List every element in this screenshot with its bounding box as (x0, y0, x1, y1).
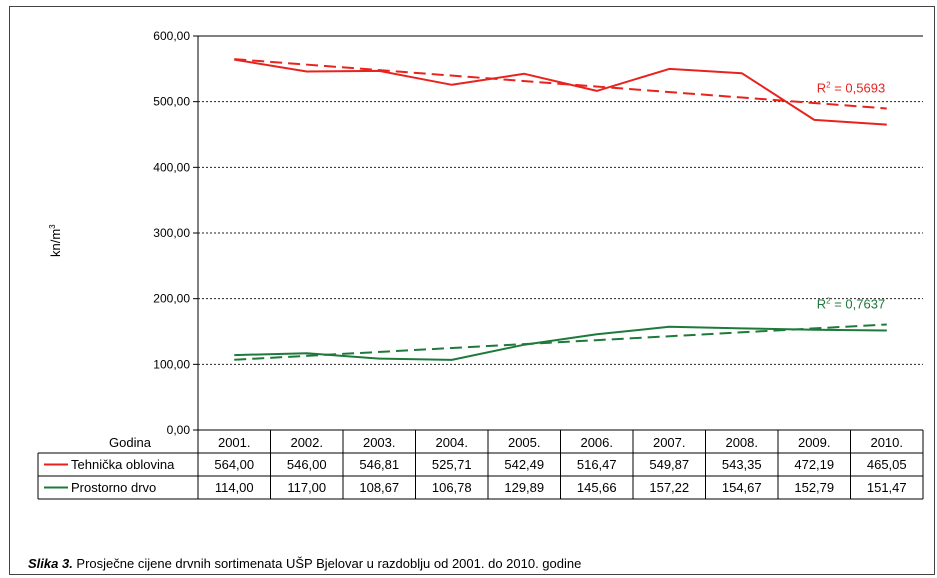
y-tick-label: 600,00 (153, 29, 190, 43)
figure-caption: Slika 3. Prosječne cijene drvnih sortime… (28, 556, 581, 571)
data-table-cell: 516,47 (577, 457, 617, 472)
data-table-cell: 157,22 (649, 480, 689, 495)
y-tick-label: 300,00 (153, 226, 190, 240)
data-table-cell: 129,89 (504, 480, 544, 495)
y-tick-label: 500,00 (153, 95, 190, 109)
y-axis-title: kn/m3 (48, 224, 63, 257)
trendline (234, 58, 887, 110)
x-tick-label: 2010. (870, 435, 903, 450)
data-table-cell: 151,47 (867, 480, 907, 495)
data-table-cell: 472,19 (794, 457, 834, 472)
data-table-cell: 546,00 (287, 457, 327, 472)
line-chart: 0,00 100,00 200,00 300,00 400,00 500,00 600,00… (37, 29, 924, 500)
data-table-cell: 542,49 (504, 457, 544, 472)
x-tick-label: 2003. (363, 435, 396, 450)
data-table-cell: 145,66 (577, 480, 617, 495)
r-squared-value: = 0,7637 (831, 296, 886, 311)
legend-label: Tehnička oblovina (71, 457, 175, 472)
data-table-cell: 564,00 (214, 457, 254, 472)
x-tick-label: 2009. (798, 435, 831, 450)
data-table-cell: 465,05 (867, 457, 907, 472)
caption-text: Prosječne cijene drvnih sortimenata UŠP … (72, 556, 582, 571)
y-tick-label: 100,00 (153, 357, 190, 371)
y-tick-label: 0,00 (167, 423, 191, 437)
y-tick-label: 200,00 (153, 292, 190, 306)
data-table-cell: 525,71 (432, 457, 472, 472)
r-squared-label: R2 = 0,7637 (817, 296, 885, 311)
x-tick-label: 2001. (218, 435, 251, 450)
chart-frame: 0,00 100,00 200,00 300,00 400,00 500,00 600,00… (9, 6, 935, 575)
r-squared-superscript: 2 (826, 296, 831, 305)
x-tick-label: 2008. (725, 435, 758, 450)
x-tick-label: 2007. (653, 435, 686, 450)
data-table-cell: 117,00 (287, 480, 326, 495)
x-tick-label: 2006. (580, 435, 613, 450)
data-table-cell: 152,79 (794, 480, 834, 495)
r-squared-value: = 0,5693 (831, 80, 886, 95)
data-table-cell: 549,87 (649, 457, 689, 472)
x-tick-label: 2004. (435, 435, 468, 450)
x-axis-title: Godina (109, 435, 152, 450)
series-line (234, 58, 887, 126)
y-tick-label: 400,00 (153, 160, 190, 174)
r-squared-label: R2 = 0,5693 (817, 80, 885, 95)
r-squared-superscript: 2 (826, 80, 831, 89)
trendline (234, 323, 887, 361)
series-line (234, 325, 887, 361)
caption-label: Slika 3. (28, 556, 73, 571)
x-tick-label: 2005. (508, 435, 541, 450)
data-table-cell: 154,67 (722, 480, 762, 495)
data-table-cell: 543,35 (722, 457, 762, 472)
data-table-cell: 108,67 (359, 480, 399, 495)
legend-label: Prostorno drvo (71, 480, 156, 495)
data-table-cell: 546,81 (359, 457, 399, 472)
data-table-cell: 106,78 (432, 480, 472, 495)
data-table-cell: 114,00 (215, 480, 254, 495)
x-tick-label: 2002. (290, 435, 323, 450)
y-axis-title-superscript: 3 (48, 224, 57, 229)
